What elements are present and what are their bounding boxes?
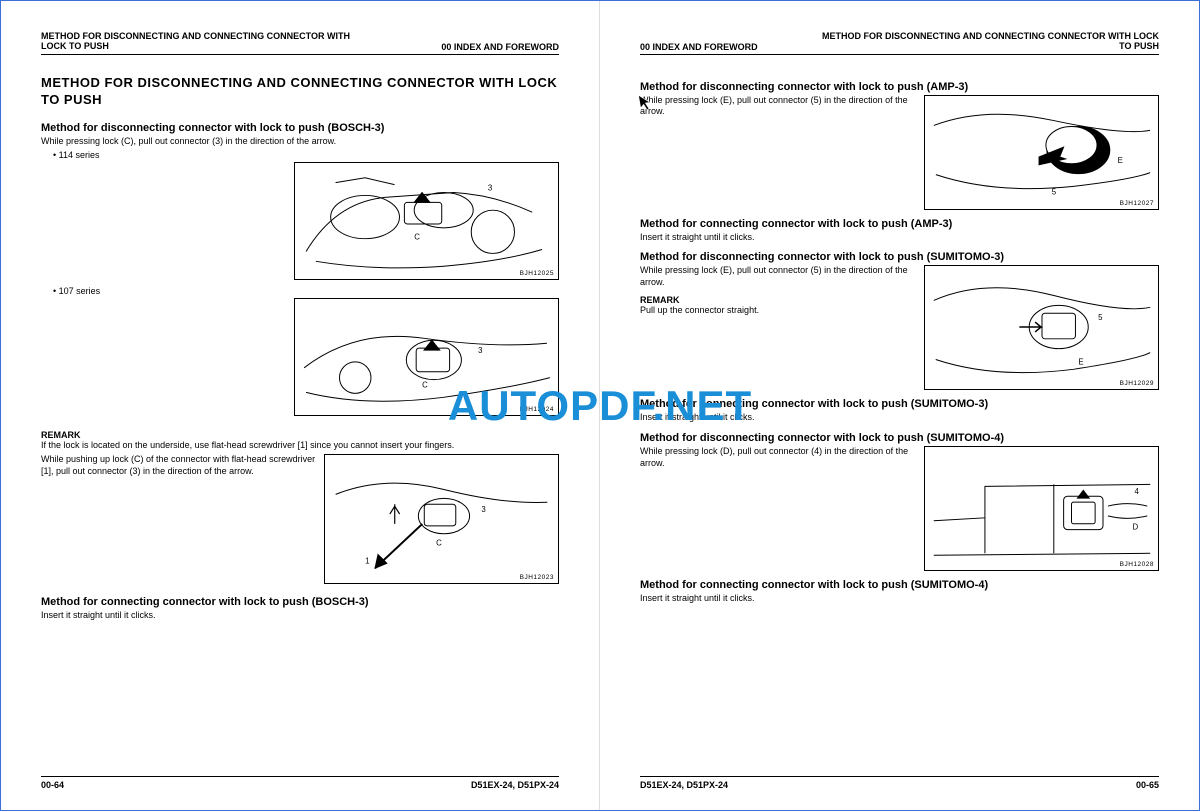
svg-text:3: 3 xyxy=(488,184,493,193)
figure-sumi3: 5 E BJH12029 xyxy=(924,265,1159,390)
model-code: D51EX-24, D51PX-24 xyxy=(640,780,728,790)
remark-text: While pushing up lock (C) of the connect… xyxy=(41,454,318,477)
svg-text:C: C xyxy=(436,538,442,547)
diagram-svg: 4 D xyxy=(925,447,1158,570)
diagram-svg: 5 E xyxy=(925,266,1158,389)
figure-bosch-114: 3 C BJH12025 xyxy=(294,162,559,280)
section-title-sumi4-conn: Method for connecting connector with loc… xyxy=(640,579,1159,591)
figure-sumi4: 4 D BJH12028 xyxy=(924,446,1159,571)
svg-text:5: 5 xyxy=(1052,187,1057,196)
header-right: METHOD FOR DISCONNECTING AND CONNECTING … xyxy=(640,31,1159,55)
page-number: 00-65 xyxy=(1136,780,1159,790)
header-left: METHOD FOR DISCONNECTING AND CONNECTING … xyxy=(41,31,559,55)
figure-code: BJH12027 xyxy=(1120,200,1154,207)
section-title-bosch-disc: Method for disconnecting connector with … xyxy=(41,122,559,134)
remark-text: Pull up the connector straight. xyxy=(640,305,918,317)
body-text: While pressing lock (E), pull out connec… xyxy=(640,265,918,288)
svg-text:4: 4 xyxy=(1134,487,1139,496)
body-text: While pressing lock (E), pull out connec… xyxy=(640,95,918,118)
remark-label: REMARK xyxy=(41,430,559,440)
header-title-right: METHOD FOR DISCONNECTING AND CONNECTING … xyxy=(822,31,1159,52)
section-title-sumi3-conn: Method for connecting connector with loc… xyxy=(640,398,1159,410)
figure-code: BJH12023 xyxy=(520,574,554,581)
diagram-svg: 3 C xyxy=(295,299,558,415)
remark-text: If the lock is located on the underside,… xyxy=(41,440,559,452)
header-title-left: METHOD FOR DISCONNECTING AND CONNECTING … xyxy=(41,31,378,52)
page-number: 00-64 xyxy=(41,780,64,790)
header-section-left: 00 INDEX AND FOREWORD xyxy=(441,42,559,52)
footer-left: 00-64 D51EX-24, D51PX-24 xyxy=(41,776,559,790)
svg-text:C: C xyxy=(414,233,420,242)
body-text: While pressing lock (D), pull out connec… xyxy=(640,446,918,469)
figure-code: BJH12024 xyxy=(520,406,554,413)
figure-amp3: 5 E BJH12027 xyxy=(924,95,1159,210)
page-left: METHOD FOR DISCONNECTING AND CONNECTING … xyxy=(1,1,600,810)
svg-text:D: D xyxy=(1133,523,1139,532)
svg-text:E: E xyxy=(1118,156,1123,165)
body-text: Insert it straight until it clicks. xyxy=(640,412,1159,424)
svg-text:E: E xyxy=(1078,358,1083,367)
svg-text:C: C xyxy=(422,381,428,390)
bullet-114: 114 series xyxy=(53,150,559,160)
figure-code: BJH12029 xyxy=(1120,380,1154,387)
figure-bosch-screwdriver: 1 3 C BJH12023 xyxy=(324,454,559,584)
model-code: D51EX-24, D51PX-24 xyxy=(471,780,559,790)
section-title-amp-conn: Method for connecting connector with loc… xyxy=(640,218,1159,230)
section-title-sumi4-disc: Method for disconnecting connector with … xyxy=(640,432,1159,444)
section-title-amp-disc: Method for disconnecting connector with … xyxy=(640,81,1159,93)
section-title-sumi3-disc: Method for disconnecting connector with … xyxy=(640,251,1159,263)
body-text: Insert it straight until it clicks. xyxy=(41,610,559,622)
diagram-svg: 3 C xyxy=(295,163,558,279)
figure-code: BJH12028 xyxy=(1120,561,1154,568)
svg-text:1: 1 xyxy=(365,556,369,565)
figure-code: BJH12025 xyxy=(520,270,554,277)
remark-label: REMARK xyxy=(640,295,918,305)
main-title: METHOD FOR DISCONNECTING AND CONNECTING … xyxy=(41,75,559,109)
svg-text:3: 3 xyxy=(478,346,483,355)
page-right: METHOD FOR DISCONNECTING AND CONNECTING … xyxy=(600,1,1199,810)
header-section-right: 00 INDEX AND FOREWORD xyxy=(640,42,758,52)
body-text: Insert it straight until it clicks. xyxy=(640,232,1159,244)
figure-bosch-107: 3 C BJH12024 xyxy=(294,298,559,416)
body-text: While pressing lock (C), pull out connec… xyxy=(41,136,559,148)
svg-text:5: 5 xyxy=(1098,313,1103,322)
svg-text:3: 3 xyxy=(481,505,486,514)
body-text: Insert it straight until it clicks. xyxy=(640,593,1159,605)
diagram-svg: 1 3 C xyxy=(325,455,558,583)
bullet-107: 107 series xyxy=(53,286,559,296)
section-title-bosch-conn: Method for connecting connector with loc… xyxy=(41,596,559,608)
page-spread: METHOD FOR DISCONNECTING AND CONNECTING … xyxy=(1,1,1199,810)
diagram-svg: 5 E xyxy=(925,96,1158,209)
footer-right: D51EX-24, D51PX-24 00-65 xyxy=(640,776,1159,790)
